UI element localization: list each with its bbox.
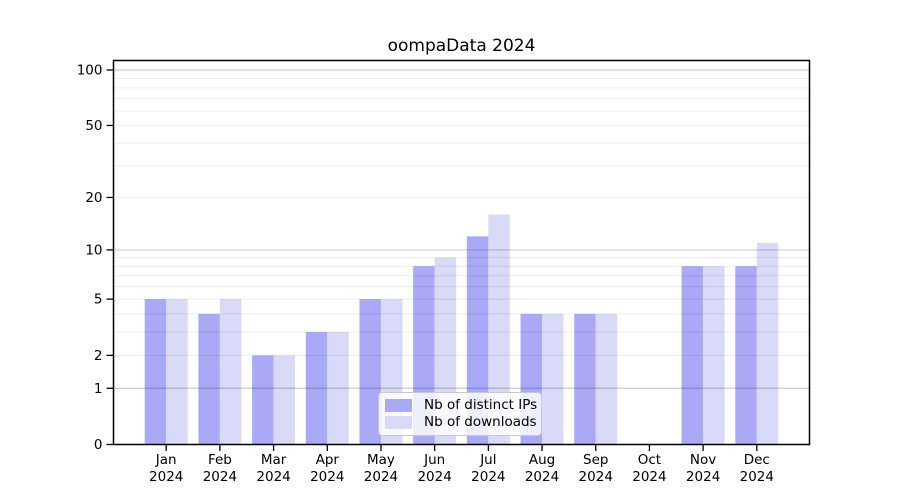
bar-downloads-aug [542, 313, 564, 445]
x-tick-label-month: Nov [690, 452, 716, 468]
bar-downloads-feb [219, 299, 242, 445]
x-tick-label-year: 2024 [740, 469, 774, 485]
x-tick-label-month: Apr [316, 452, 340, 468]
x-tick-label-month: Sep [583, 452, 608, 468]
bar-distinct-ips-jan [144, 299, 167, 445]
x-tick-label-month: Aug [529, 452, 555, 468]
bar-downloads-sep [595, 313, 618, 445]
y-tick-label: 0 [94, 437, 103, 453]
x-tick-label-year: 2024 [149, 469, 183, 485]
bar-distinct-ips-dec [735, 266, 757, 445]
bar-distinct-ips-sep [574, 313, 596, 445]
bar-distinct-ips-nov [681, 266, 704, 445]
x-tick-label-month: Feb [208, 452, 232, 468]
y-tick-label: 20 [85, 190, 102, 206]
legend-swatch-downloads [385, 416, 412, 429]
legend-item: Nb of downloads [385, 413, 537, 431]
x-tick-label-year: 2024 [471, 469, 505, 485]
x-tick-label-month: Jul [479, 452, 496, 468]
x-tick-label-month: May [367, 452, 395, 468]
bar-downloads-dec [756, 242, 779, 445]
legend: Nb of distinct IPs Nb of downloads [378, 392, 542, 436]
bar-downloads-jan [166, 299, 188, 445]
y-tick-label: 100 [77, 63, 103, 79]
x-tick-label-year: 2024 [256, 469, 290, 485]
legend-label: Nb of distinct IPs [424, 396, 538, 413]
plot-frame [112, 59, 811, 446]
bar-downloads-mar [273, 355, 296, 445]
legend-swatch-distinct-ips [385, 399, 412, 412]
x-tick-label-month: Mar [261, 452, 287, 468]
y-tick-label: 2 [94, 348, 103, 364]
bar-downloads-apr [327, 332, 349, 445]
x-tick-label-year: 2024 [632, 469, 666, 485]
y-tick-label: 10 [85, 242, 102, 258]
x-tick-label-year: 2024 [203, 469, 237, 485]
x-tick-label-month: Oct [638, 452, 661, 468]
x-tick-label-year: 2024 [364, 469, 398, 485]
bar-downloads-jul [488, 214, 510, 445]
legend-label: Nb of downloads [424, 413, 537, 430]
bar-distinct-ips-feb [198, 313, 220, 445]
bar-distinct-ips-apr [305, 332, 328, 445]
y-tick-label: 1 [94, 381, 103, 397]
x-tick-label-month: Dec [744, 452, 770, 468]
bar-distinct-ips-mar [252, 355, 274, 445]
x-tick-label-year: 2024 [525, 469, 559, 485]
x-tick-label-month: Jan [155, 452, 177, 468]
chart-title: oompaData 2024 [387, 36, 536, 56]
x-tick-label-year: 2024 [310, 469, 344, 485]
legend-item: Nb of distinct IPs [385, 396, 538, 414]
x-tick-label-year: 2024 [686, 469, 720, 485]
bar-downloads-nov [703, 266, 725, 445]
x-tick-label-year: 2024 [417, 469, 451, 485]
bar-distinct-ips-may [359, 299, 381, 445]
x-tick-label-year: 2024 [579, 469, 613, 485]
y-tick-label: 50 [85, 118, 102, 134]
y-tick-label: 5 [94, 292, 103, 308]
x-tick-label-month: Jun [423, 452, 445, 468]
